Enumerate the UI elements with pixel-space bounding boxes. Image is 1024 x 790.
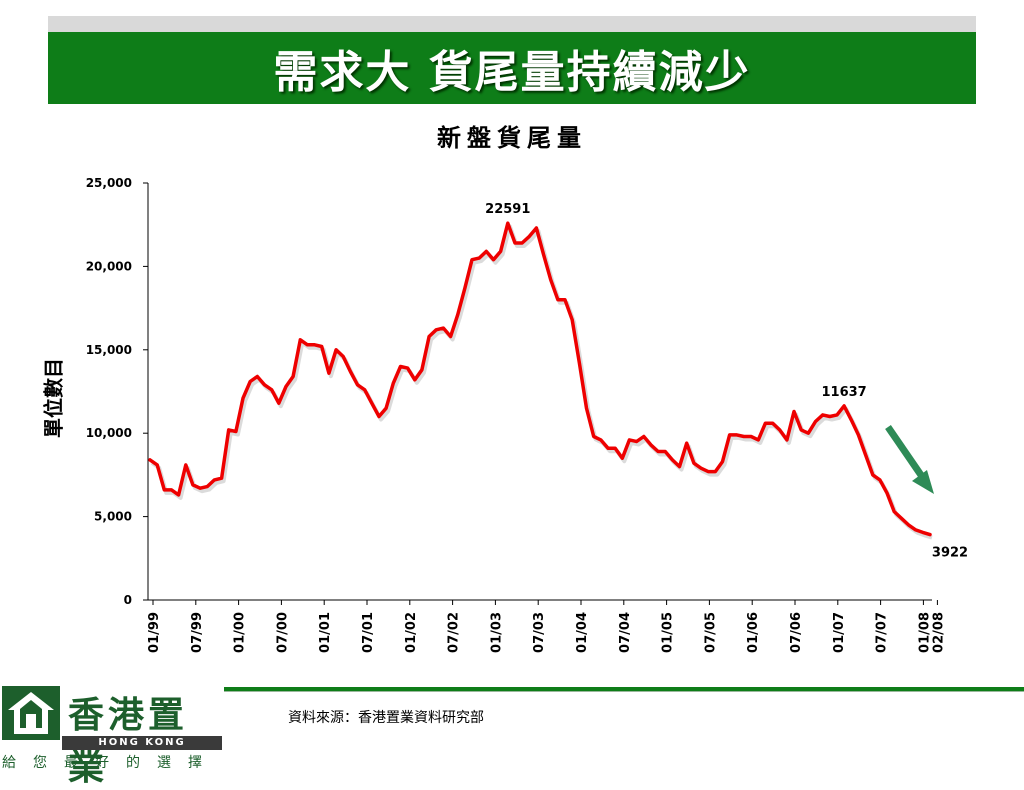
x-tick-label: 07/00 — [275, 612, 290, 653]
footer-divider-thin — [224, 691, 1024, 692]
top-gray-bar — [48, 16, 976, 32]
x-tick-label: 07/06 — [789, 612, 804, 653]
x-tick-label: 01/05 — [661, 612, 676, 653]
data-label: 3922 — [932, 546, 968, 561]
trend-arrow-shaft — [885, 425, 926, 480]
x-tick-label: 01/04 — [575, 612, 590, 653]
source-note: 資料來源：香港置業資料研究部 — [288, 710, 484, 726]
x-tick-label: 01/08 — [917, 612, 932, 653]
series-line-shadow — [150, 224, 933, 540]
y-tick-label: 5,000 — [94, 510, 132, 524]
chart-title: 新盤貨尾量 — [437, 123, 587, 152]
footer-divider — [224, 687, 1024, 691]
y-tick-label: 25,000 — [86, 176, 132, 190]
logo-tagline: 給您最好的選擇 — [2, 755, 219, 771]
x-tick-label: 01/03 — [489, 612, 504, 653]
x-tick-label: 01/02 — [404, 612, 419, 653]
x-tick-label: 07/05 — [703, 612, 718, 653]
x-tick-label: 07/01 — [361, 612, 376, 653]
x-tick-label: 07/04 — [618, 612, 633, 653]
data-label: 11637 — [822, 385, 867, 400]
x-tick-label: 02/08 — [931, 612, 946, 653]
chart-svg: 0 5,000 10,000 15,000 20,000 25,000 01/99 07/99… — [86, 176, 968, 653]
x-tick-label: 01/06 — [746, 612, 761, 653]
x-tick-label: 07/99 — [190, 612, 205, 653]
x-tick-label: 01/07 — [832, 612, 847, 653]
y-tick-label: 20,000 — [86, 259, 132, 273]
title-banner: 需求大 貨尾量持續減少 — [48, 32, 976, 104]
logo-english-name: HONG KONG PROPERTY — [62, 736, 222, 762]
x-tick-label: 07/07 — [875, 612, 890, 653]
x-tick-label: 01/99 — [147, 612, 162, 653]
y-axis-label: 單位數目 — [41, 358, 66, 438]
company-logo: 香港置業 HONG KONG PROPERTY 給您最好的選擇 — [0, 684, 224, 788]
x-tick-label: 01/01 — [318, 612, 333, 653]
slide-title: 需求大 貨尾量持續減少 — [273, 47, 751, 98]
y-tick-label: 10,000 — [86, 426, 132, 440]
trend-arrow-head — [912, 470, 934, 494]
data-label: 22591 — [485, 202, 530, 217]
logo-chinese-name: 香港置業 — [68, 695, 189, 788]
y-tick-label: 0 — [124, 593, 132, 607]
x-tick-label: 01/00 — [233, 612, 248, 653]
x-tick-label: 07/03 — [532, 612, 547, 653]
x-tick-label: 07/02 — [447, 612, 462, 653]
y-tick-label: 15,000 — [86, 343, 132, 357]
house-icon — [2, 686, 60, 740]
series-line — [148, 221, 932, 537]
